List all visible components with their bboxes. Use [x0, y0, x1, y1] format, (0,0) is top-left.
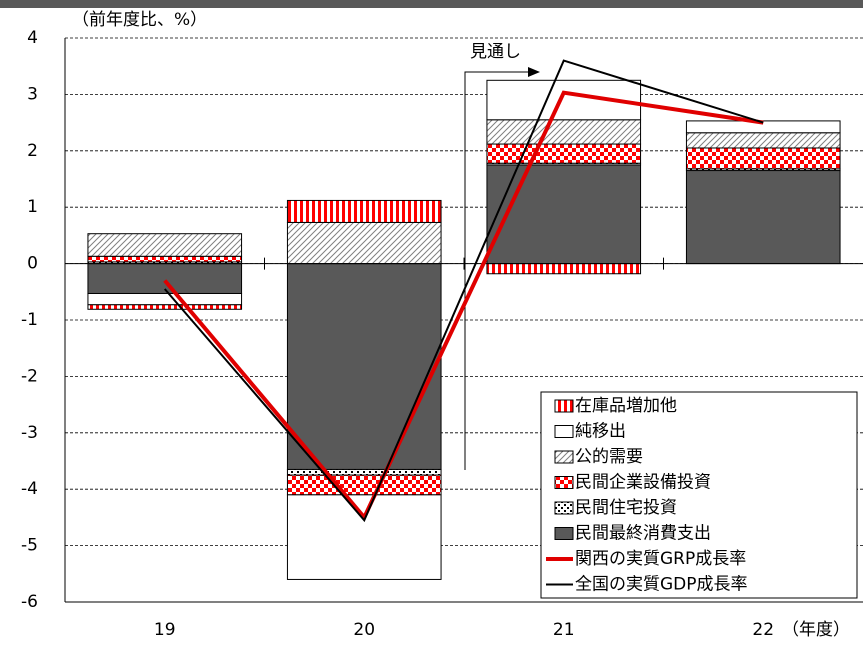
bar-segment [685, 147, 841, 170]
x-axis-label: （年度） [782, 620, 850, 640]
legend-swatch [554, 527, 574, 540]
x-tick-label: 22 [752, 620, 774, 640]
y-tick-label: 3 [27, 84, 38, 104]
forecast-bracket [464, 71, 530, 470]
legend-swatch [554, 476, 574, 489]
legend-swatch [554, 501, 574, 515]
legend-label: 民間企業設備投資 [575, 473, 711, 493]
legend-label: 全国の実質GDP成長率 [575, 575, 748, 595]
y-tick-label: 2 [27, 141, 38, 161]
bar-segment [87, 292, 243, 306]
y-tick-label: -1 [21, 310, 38, 330]
legend-label: 民間住宅投資 [575, 498, 677, 518]
legend-label: 純移出 [575, 422, 626, 442]
y-tick-label: 1 [27, 197, 38, 217]
bar-segment [286, 474, 442, 496]
bar-segment [286, 468, 442, 476]
line [163, 59, 764, 523]
y-tick-label: -4 [21, 479, 38, 499]
bar-segment [87, 263, 243, 294]
legend-label: 民間最終消費支出 [575, 524, 711, 544]
bar-segment [486, 164, 642, 265]
y-tick-label: 0 [27, 254, 38, 274]
legend-label: 関西の実質GRP成長率 [575, 549, 746, 569]
y-tick-label: 4 [27, 28, 38, 48]
y-tick-label: -3 [21, 423, 38, 443]
bar-segment [685, 170, 841, 265]
bar-segment [685, 120, 841, 134]
bar-segment [685, 132, 841, 149]
forecast-arrow [528, 67, 540, 77]
top-strip [0, 0, 863, 8]
x-tick-label: 21 [553, 620, 575, 640]
y-tick-label: -5 [21, 536, 38, 556]
x-tick-label: 19 [154, 620, 176, 640]
bar-segment [486, 263, 642, 275]
bar-segment [286, 199, 442, 223]
legend-swatch [554, 450, 574, 464]
legend-swatch [554, 425, 574, 438]
legend-label: 在庫品増加他 [575, 396, 677, 416]
bar-segment [87, 255, 243, 263]
y-tick-label: -6 [21, 592, 38, 612]
annotation: 見通し [470, 42, 521, 62]
bar-segment [286, 221, 442, 265]
line [163, 90, 764, 522]
bar-segment [286, 263, 442, 470]
legend-box [540, 391, 858, 599]
legend-label: 公的需要 [575, 447, 643, 467]
bar-segment [286, 494, 442, 580]
x-tick-label: 20 [353, 620, 375, 640]
bar-segment [486, 143, 642, 164]
bar-segment [87, 304, 243, 310]
y-tick-label: -2 [21, 366, 38, 386]
bar-segment [87, 233, 243, 257]
legend-swatch [554, 399, 574, 413]
bar-segment [486, 119, 642, 145]
y-axis-label: （前年度比、%） [72, 10, 207, 30]
